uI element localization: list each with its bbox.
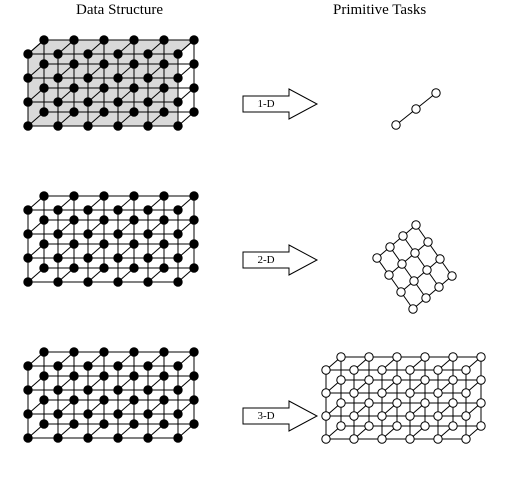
row-3-d: 3-D — [0, 346, 523, 496]
arrow-svg: 1-D — [241, 86, 319, 122]
svg-text:3-D: 3-D — [257, 410, 274, 422]
arrow: 1-D — [240, 34, 320, 174]
header-right: Primitive Tasks — [333, 2, 426, 19]
primitive-svg — [320, 351, 515, 491]
data-structure-cube — [22, 34, 230, 174]
arrow: 3-D — [240, 346, 320, 486]
cube-svg — [22, 346, 230, 486]
arrow-svg: 2-D — [241, 242, 319, 278]
arrow: 2-D — [240, 190, 320, 330]
svg-text:1-D: 1-D — [257, 98, 274, 110]
arrow-svg: 3-D — [241, 398, 319, 434]
row-1-d: 1-D — [0, 34, 523, 184]
svg-text:2-D: 2-D — [257, 254, 274, 266]
primitive-task — [320, 346, 515, 496]
header-left: Data Structure — [76, 2, 163, 19]
primitive-task — [320, 190, 515, 340]
figure: { "headers": { "left": "Data Structure",… — [0, 0, 523, 501]
header: Data Structure Primitive Tasks — [0, 2, 523, 26]
primitive-task — [320, 34, 515, 184]
row-2-d: 2-D — [0, 190, 523, 340]
primitive-svg — [363, 210, 473, 320]
cube-svg — [22, 190, 230, 330]
primitive-svg — [378, 79, 458, 139]
data-structure-cube — [22, 346, 230, 486]
cube-svg — [22, 34, 230, 174]
data-structure-cube — [22, 190, 230, 330]
